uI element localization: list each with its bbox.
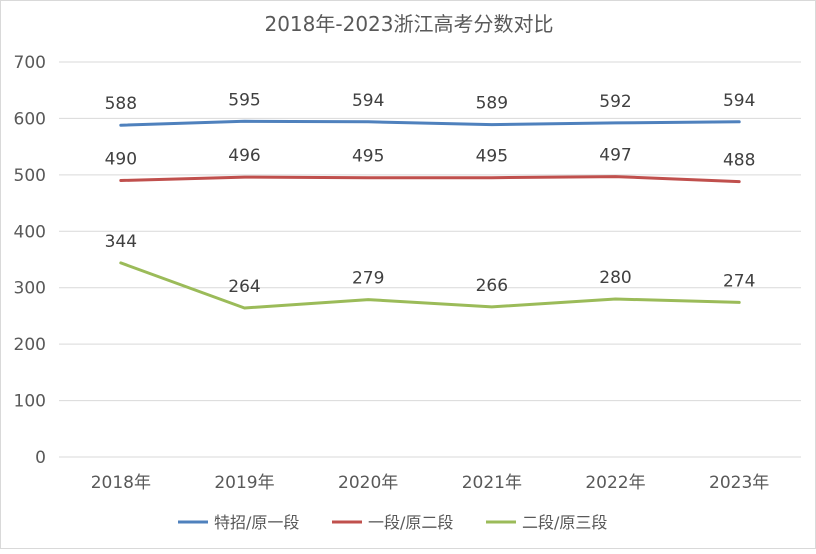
data-label-s1-6: 594 <box>723 91 755 111</box>
data-label-s3-1: 344 <box>105 232 137 252</box>
series-line-2 <box>119 175 741 184</box>
x-tick-label-1: 2018年 <box>91 473 151 493</box>
data-label-s1-1: 588 <box>105 94 137 114</box>
y-tick-label-600: 600 <box>14 109 46 129</box>
data-label-s1-2: 595 <box>228 90 260 110</box>
y-tick-label-500: 500 <box>14 166 46 186</box>
data-label-s1-5: 592 <box>599 92 631 112</box>
data-label-s2-5: 497 <box>599 146 631 166</box>
legend-label-2: 一段/原二段 <box>368 513 453 532</box>
data-label-s2-3: 495 <box>352 147 384 167</box>
x-tick-label-3: 2020年 <box>338 473 398 493</box>
data-label-s3-5: 280 <box>599 268 631 288</box>
data-label-s3-3: 279 <box>352 269 384 289</box>
series-group <box>119 119 741 310</box>
legend-label-1: 特招/原一段 <box>214 513 299 532</box>
legend-label-3: 二段/原三段 <box>522 513 607 532</box>
x-tick-label-6: 2023年 <box>709 473 769 493</box>
grid-lines <box>59 61 801 458</box>
x-tick-label-4: 2021年 <box>462 473 522 493</box>
y-tick-label-700: 700 <box>14 53 46 73</box>
legend: 特招/原一段 一段/原二段 二段/原三段 <box>178 513 607 532</box>
y-tick-label-0: 0 <box>35 448 46 468</box>
data-label-s1-4: 589 <box>476 94 508 114</box>
data-label-s3-4: 266 <box>476 276 508 296</box>
y-tick-label-400: 400 <box>14 222 46 242</box>
data-label-s2-4: 495 <box>476 147 508 167</box>
x-tick-label-2: 2019年 <box>214 473 274 493</box>
chart-title: 2018年-2023浙江高考分数对比 <box>264 12 553 36</box>
data-label-s3-6: 274 <box>723 271 755 291</box>
data-label-s2-6: 488 <box>723 151 755 171</box>
x-axis: 2018年 2019年 2020年 2021年 2022年 2023年 <box>91 473 770 493</box>
data-label-s2-1: 490 <box>105 150 137 170</box>
y-tick-label-300: 300 <box>14 279 46 299</box>
series-line-3 <box>119 261 741 310</box>
data-label-s1-3: 594 <box>352 91 384 111</box>
y-tick-label-100: 100 <box>14 392 46 412</box>
x-tick-label-5: 2022年 <box>585 473 645 493</box>
series-line-1 <box>119 119 741 127</box>
data-label-s2-2: 496 <box>228 146 260 166</box>
y-axis: 0 100 200 300 400 500 600 700 <box>14 53 46 468</box>
data-labels: 588 595 594 589 592 594 490 496 495 495 497 488 344 2… <box>105 90 756 297</box>
y-tick-label-200: 200 <box>14 335 46 355</box>
data-label-s3-2: 264 <box>228 277 260 297</box>
